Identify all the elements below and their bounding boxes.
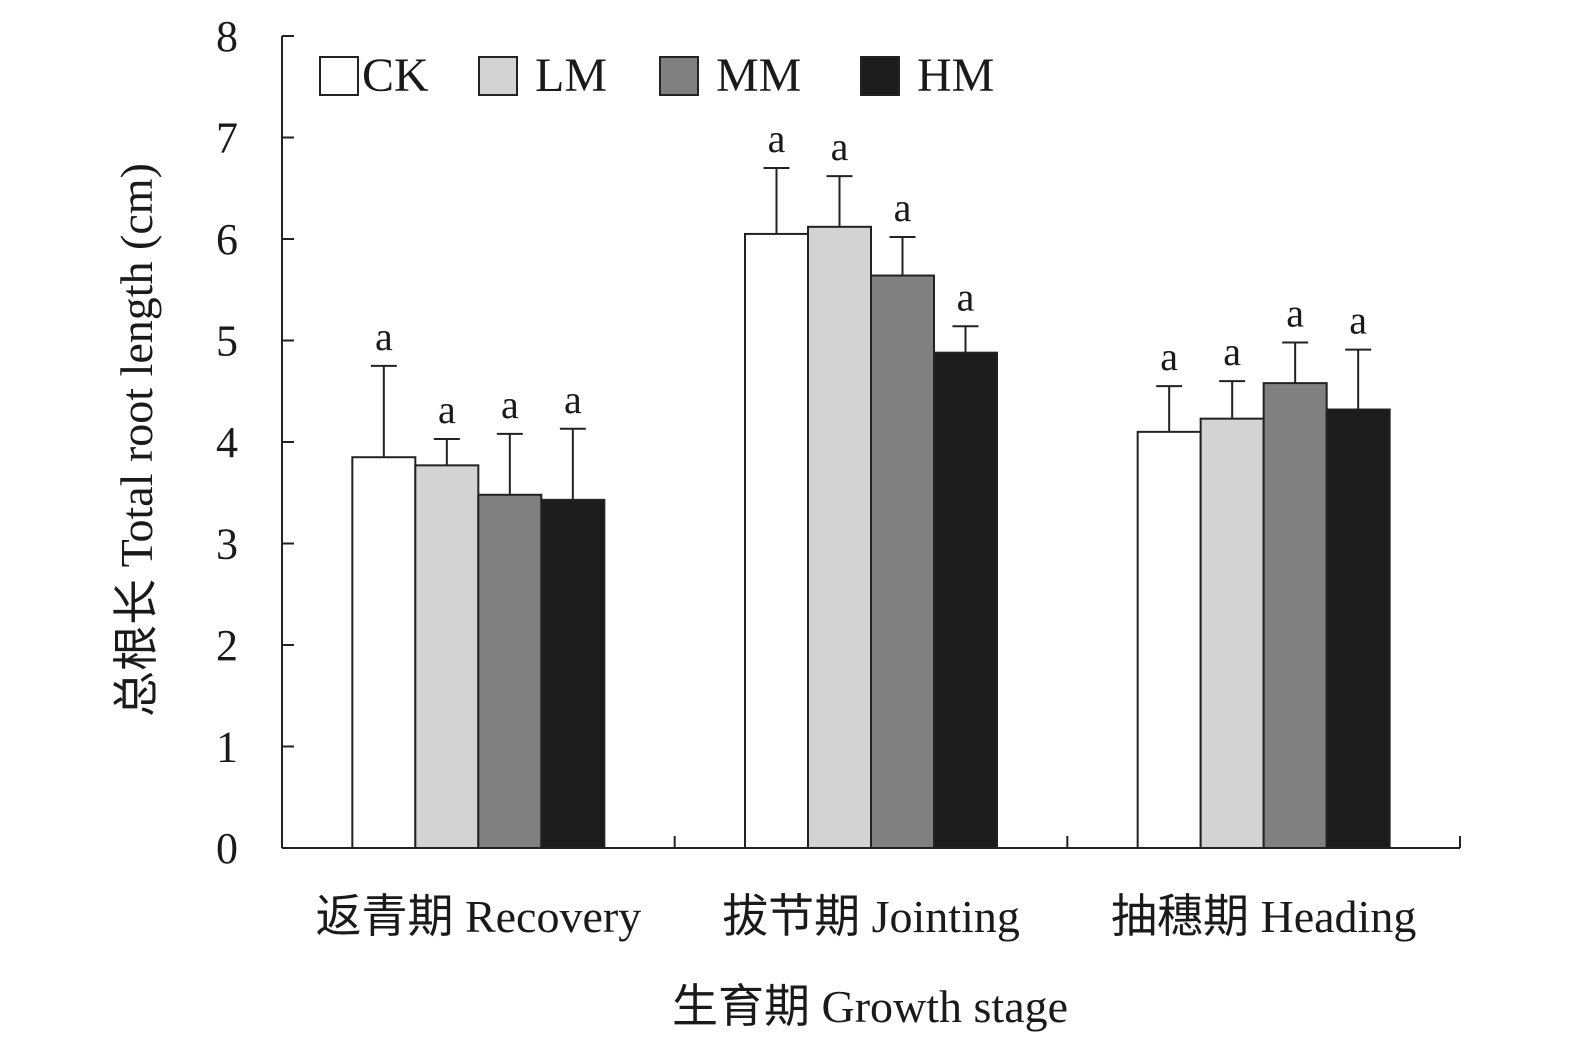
bar-mm-3: [1262, 382, 1328, 849]
bar-mm-2: [870, 274, 935, 850]
y-tick-label: 6: [216, 215, 238, 264]
legend-swatch-mm: [659, 56, 699, 96]
legend-label-hm: HM: [917, 49, 994, 102]
bar-lm-1: [414, 464, 480, 849]
y-tick-label: 0: [216, 824, 238, 873]
bar-lm-2: [807, 225, 872, 849]
x-axis-title: 生育期 Growth stage: [672, 981, 1068, 1032]
x-category-label: 拔节期 Jointing: [722, 891, 1020, 942]
significance-label: a: [957, 274, 975, 319]
significance-label: a: [1349, 298, 1367, 343]
bar-hm-2: [933, 351, 998, 849]
legend: CK LM MM HM: [319, 49, 994, 102]
y-axis-title: 总根长 Total root length (cm): [111, 163, 162, 717]
significance-label: a: [1223, 329, 1241, 374]
bar-hm-3: [1325, 408, 1391, 849]
significance-label: a: [894, 185, 912, 230]
legend-swatch-hm: [860, 56, 900, 96]
legend-swatch-lm: [478, 56, 518, 96]
bar-mm-1: [477, 493, 543, 849]
significance-label: a: [831, 124, 849, 169]
legend-label-mm: MM: [716, 49, 801, 102]
significance-label: a: [1160, 334, 1178, 379]
legend-label-ck: CK: [362, 49, 429, 102]
bar-hm-1: [540, 498, 606, 849]
bar-ck-1: [351, 456, 417, 849]
significance-label: a: [564, 377, 582, 422]
significance-label: a: [375, 314, 393, 359]
y-tick-label: 2: [216, 621, 238, 670]
bar-ck-2: [744, 232, 809, 850]
y-tick-label: 8: [216, 12, 238, 61]
y-tick-label: 4: [216, 418, 238, 467]
significance-label: a: [501, 382, 519, 427]
x-category-label: 返青期 Recovery: [315, 891, 641, 942]
y-tick-label: 1: [216, 723, 238, 772]
y-tick-label: 5: [216, 317, 238, 366]
significance-label: a: [438, 387, 456, 432]
bar-ck-3: [1136, 430, 1202, 849]
significance-label: a: [768, 116, 786, 161]
y-tick-label: 3: [216, 520, 238, 569]
y-tick-label: 7: [216, 114, 238, 163]
legend-label-lm: LM: [535, 49, 607, 102]
bar-lm-3: [1199, 417, 1265, 849]
x-category-label: 抽穗期 Heading: [1111, 891, 1416, 942]
significance-label: a: [1286, 291, 1304, 336]
legend-swatch-ck: [319, 56, 359, 96]
